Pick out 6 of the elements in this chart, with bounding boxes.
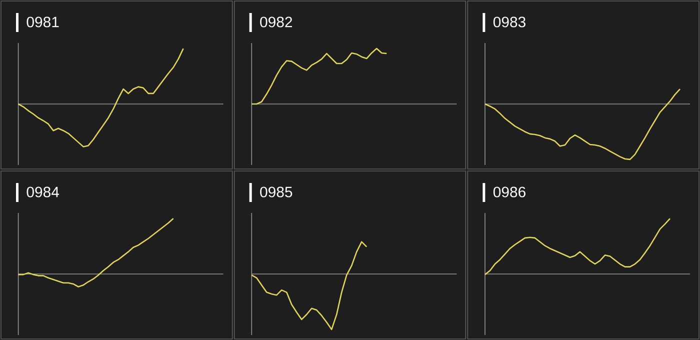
chart-title: 0981 (26, 16, 59, 28)
chart-title: 0985 (260, 186, 292, 198)
chart-title: 0984 (26, 186, 60, 198)
chart-title: 0986 (493, 186, 526, 198)
chart-title: 0983 (493, 16, 526, 28)
chart-title: 0982 (260, 16, 292, 28)
